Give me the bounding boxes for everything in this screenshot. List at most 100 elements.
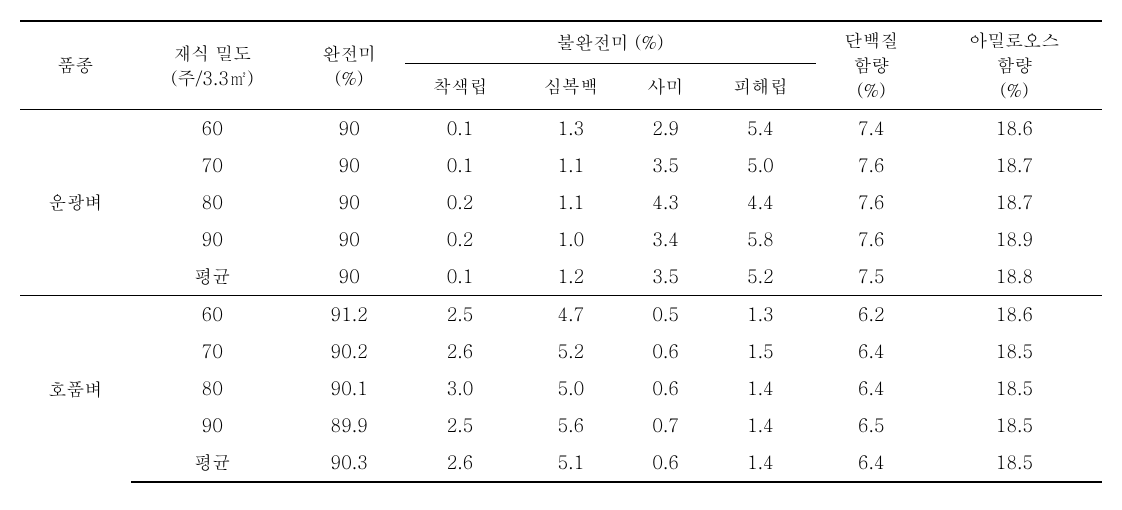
cell-colored: 0.1 [405, 258, 516, 296]
table-body: 운광벼60900.11.32.95.47.418.670900.11.13.55… [20, 110, 1102, 483]
cell-damaged: 5.4 [705, 110, 816, 148]
cell-amylose: 18.5 [927, 370, 1102, 407]
header-variety: 품종 [20, 21, 131, 110]
cell-complete: 90 [294, 258, 405, 296]
header-damaged: 피해립 [705, 63, 816, 109]
cell-damaged: 5.0 [705, 147, 816, 184]
cell-complete: 90 [294, 221, 405, 258]
cell-dead: 0.6 [626, 444, 705, 482]
cell-colored: 2.5 [405, 407, 516, 444]
cell-density: 60 [131, 110, 294, 148]
cell-complete: 90 [294, 184, 405, 221]
header-amylose-line3: (%) [931, 78, 1098, 103]
cell-chalky: 4.7 [515, 296, 626, 334]
table-row: 평균90.32.65.10.61.46.418.5 [20, 444, 1102, 482]
table-row: 평균900.11.23.55.27.518.8 [20, 258, 1102, 296]
cell-colored: 0.1 [405, 147, 516, 184]
cell-complete: 90 [294, 110, 405, 148]
variety-name-cell: 호품벼 [20, 296, 131, 483]
cell-damaged: 4.4 [705, 184, 816, 221]
cell-damaged: 1.4 [705, 370, 816, 407]
cell-amylose: 18.5 [927, 444, 1102, 482]
cell-chalky: 1.1 [515, 147, 626, 184]
header-density-line2: (주/3.3㎡) [135, 66, 290, 91]
variety-name-cell: 운광벼 [20, 110, 131, 296]
cell-density: 평균 [131, 444, 294, 482]
cell-density: 90 [131, 407, 294, 444]
header-protein-line1: 단백질 [820, 28, 923, 53]
rice-quality-table: 품종 재식 밀도 (주/3.3㎡) 완전미 (%) 불완전미 (%) 단백질 함… [20, 20, 1102, 483]
table-row: 9089.92.55.60.71.46.518.5 [20, 407, 1102, 444]
cell-density: 70 [131, 147, 294, 184]
cell-dead: 0.7 [626, 407, 705, 444]
header-incomplete-group: 불완전미 (%) [405, 21, 816, 63]
cell-dead: 2.9 [626, 110, 705, 148]
cell-complete: 90.1 [294, 370, 405, 407]
cell-protein: 7.6 [816, 147, 927, 184]
cell-damaged: 1.5 [705, 333, 816, 370]
cell-protein: 6.4 [816, 370, 927, 407]
cell-protein: 6.2 [816, 296, 927, 334]
cell-chalky: 5.0 [515, 370, 626, 407]
cell-colored: 3.0 [405, 370, 516, 407]
cell-amylose: 18.8 [927, 258, 1102, 296]
header-protein-line2: 함량 [820, 53, 923, 78]
cell-damaged: 5.2 [705, 258, 816, 296]
table-header: 품종 재식 밀도 (주/3.3㎡) 완전미 (%) 불완전미 (%) 단백질 함… [20, 21, 1102, 110]
cell-damaged: 1.4 [705, 407, 816, 444]
cell-colored: 0.2 [405, 184, 516, 221]
cell-protein: 7.6 [816, 184, 927, 221]
cell-dead: 3.5 [626, 147, 705, 184]
header-chalky: 심복백 [515, 63, 626, 109]
cell-protein: 7.5 [816, 258, 927, 296]
header-protein: 단백질 함량 (%) [816, 21, 927, 110]
cell-amylose: 18.7 [927, 147, 1102, 184]
cell-chalky: 5.2 [515, 333, 626, 370]
table-row: 90900.21.03.45.87.618.9 [20, 221, 1102, 258]
table-row: 운광벼60900.11.32.95.47.418.6 [20, 110, 1102, 148]
cell-density: 80 [131, 370, 294, 407]
cell-amylose: 18.9 [927, 221, 1102, 258]
header-amylose: 아밀로오스 함량 (%) [927, 21, 1102, 110]
cell-amylose: 18.6 [927, 296, 1102, 334]
header-complete: 완전미 (%) [294, 21, 405, 110]
header-complete-line1: 완전미 [298, 41, 401, 66]
table-row: 7090.22.65.20.61.56.418.5 [20, 333, 1102, 370]
cell-density: 60 [131, 296, 294, 334]
cell-damaged: 5.8 [705, 221, 816, 258]
table-row: 8090.13.05.00.61.46.418.5 [20, 370, 1102, 407]
header-density: 재식 밀도 (주/3.3㎡) [131, 21, 294, 110]
cell-amylose: 18.5 [927, 333, 1102, 370]
header-protein-line3: (%) [820, 78, 923, 103]
cell-colored: 2.6 [405, 333, 516, 370]
cell-density: 90 [131, 221, 294, 258]
cell-complete: 90.2 [294, 333, 405, 370]
header-complete-line2: (%) [298, 66, 401, 91]
cell-density: 평균 [131, 258, 294, 296]
cell-protein: 6.4 [816, 333, 927, 370]
header-density-line1: 재식 밀도 [135, 41, 290, 66]
table-row: 호품벼6091.22.54.70.51.36.218.6 [20, 296, 1102, 334]
cell-dead: 3.4 [626, 221, 705, 258]
cell-damaged: 1.3 [705, 296, 816, 334]
cell-density: 80 [131, 184, 294, 221]
table-row: 80900.21.14.34.47.618.7 [20, 184, 1102, 221]
cell-density: 70 [131, 333, 294, 370]
cell-dead: 0.6 [626, 333, 705, 370]
cell-complete: 90.3 [294, 444, 405, 482]
cell-protein: 7.6 [816, 221, 927, 258]
cell-colored: 2.5 [405, 296, 516, 334]
cell-amylose: 18.7 [927, 184, 1102, 221]
cell-dead: 3.5 [626, 258, 705, 296]
cell-dead: 4.3 [626, 184, 705, 221]
table-row: 70900.11.13.55.07.618.7 [20, 147, 1102, 184]
cell-amylose: 18.5 [927, 407, 1102, 444]
cell-dead: 0.6 [626, 370, 705, 407]
cell-chalky: 1.1 [515, 184, 626, 221]
cell-chalky: 1.3 [515, 110, 626, 148]
cell-amylose: 18.6 [927, 110, 1102, 148]
cell-colored: 2.6 [405, 444, 516, 482]
cell-complete: 90 [294, 147, 405, 184]
header-amylose-line1: 아밀로오스 [931, 28, 1098, 53]
cell-chalky: 1.2 [515, 258, 626, 296]
